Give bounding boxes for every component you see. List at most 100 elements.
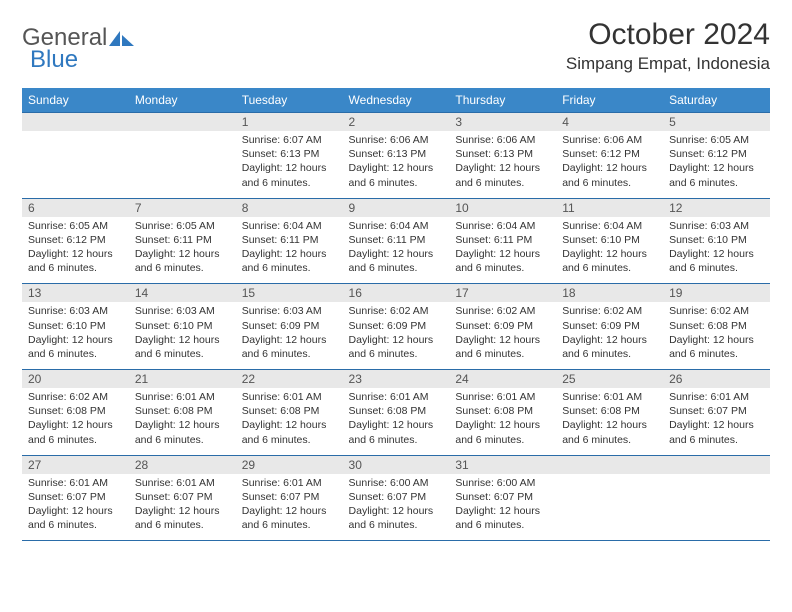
day-cell: 23Sunrise: 6:01 AMSunset: 6:08 PMDayligh… <box>343 370 450 456</box>
day-cell: 24Sunrise: 6:01 AMSunset: 6:08 PMDayligh… <box>449 370 556 456</box>
day-details: Sunrise: 6:02 AMSunset: 6:08 PMDaylight:… <box>22 388 129 455</box>
day-number: 5 <box>663 113 770 131</box>
day-cell: 31Sunrise: 6:00 AMSunset: 6:07 PMDayligh… <box>449 455 556 541</box>
day-cell: 1Sunrise: 6:07 AMSunset: 6:13 PMDaylight… <box>236 113 343 199</box>
day-cell: 27Sunrise: 6:01 AMSunset: 6:07 PMDayligh… <box>22 455 129 541</box>
day-number: 4 <box>556 113 663 131</box>
day-cell: 13Sunrise: 6:03 AMSunset: 6:10 PMDayligh… <box>22 284 129 370</box>
day-cell: 18Sunrise: 6:02 AMSunset: 6:09 PMDayligh… <box>556 284 663 370</box>
day-cell: 14Sunrise: 6:03 AMSunset: 6:10 PMDayligh… <box>129 284 236 370</box>
day-cell: . <box>22 113 129 199</box>
day-number: 6 <box>22 199 129 217</box>
day-cell: . <box>556 455 663 541</box>
day-details: Sunrise: 6:01 AMSunset: 6:07 PMDaylight:… <box>22 474 129 541</box>
day-cell: 7Sunrise: 6:05 AMSunset: 6:11 PMDaylight… <box>129 198 236 284</box>
day-details: Sunrise: 6:01 AMSunset: 6:08 PMDaylight:… <box>556 388 663 455</box>
day-details: Sunrise: 6:05 AMSunset: 6:12 PMDaylight:… <box>22 217 129 284</box>
day-cell: 22Sunrise: 6:01 AMSunset: 6:08 PMDayligh… <box>236 370 343 456</box>
day-cell: 19Sunrise: 6:02 AMSunset: 6:08 PMDayligh… <box>663 284 770 370</box>
day-cell: 15Sunrise: 6:03 AMSunset: 6:09 PMDayligh… <box>236 284 343 370</box>
day-details: Sunrise: 6:01 AMSunset: 6:07 PMDaylight:… <box>236 474 343 541</box>
day-header: Saturday <box>663 88 770 113</box>
header: General October 2024 Simpang Empat, Indo… <box>22 18 770 74</box>
logo-word-2: Blue <box>30 46 78 74</box>
day-cell: . <box>663 455 770 541</box>
day-header: Monday <box>129 88 236 113</box>
day-details: Sunrise: 6:06 AMSunset: 6:13 PMDaylight:… <box>449 131 556 198</box>
day-cell: 30Sunrise: 6:00 AMSunset: 6:07 PMDayligh… <box>343 455 450 541</box>
day-number: 17 <box>449 284 556 302</box>
day-details: Sunrise: 6:03 AMSunset: 6:09 PMDaylight:… <box>236 302 343 369</box>
day-cell: 6Sunrise: 6:05 AMSunset: 6:12 PMDaylight… <box>22 198 129 284</box>
day-details: Sunrise: 6:03 AMSunset: 6:10 PMDaylight:… <box>22 302 129 369</box>
day-details: Sunrise: 6:02 AMSunset: 6:08 PMDaylight:… <box>663 302 770 369</box>
day-details: Sunrise: 6:02 AMSunset: 6:09 PMDaylight:… <box>343 302 450 369</box>
day-details: Sunrise: 6:06 AMSunset: 6:13 PMDaylight:… <box>343 131 450 198</box>
day-cell: 28Sunrise: 6:01 AMSunset: 6:07 PMDayligh… <box>129 455 236 541</box>
month-title: October 2024 <box>566 18 770 52</box>
day-cell: 12Sunrise: 6:03 AMSunset: 6:10 PMDayligh… <box>663 198 770 284</box>
day-header: Thursday <box>449 88 556 113</box>
day-details: Sunrise: 6:04 AMSunset: 6:11 PMDaylight:… <box>343 217 450 284</box>
day-number: 8 <box>236 199 343 217</box>
day-header: Friday <box>556 88 663 113</box>
day-number: 9 <box>343 199 450 217</box>
day-details: Sunrise: 6:01 AMSunset: 6:08 PMDaylight:… <box>343 388 450 455</box>
day-number: 15 <box>236 284 343 302</box>
day-number: 24 <box>449 370 556 388</box>
day-cell: 25Sunrise: 6:01 AMSunset: 6:08 PMDayligh… <box>556 370 663 456</box>
week-row: 20Sunrise: 6:02 AMSunset: 6:08 PMDayligh… <box>22 370 770 456</box>
day-header-row: Sunday Monday Tuesday Wednesday Thursday… <box>22 88 770 113</box>
day-number: 25 <box>556 370 663 388</box>
day-number: 12 <box>663 199 770 217</box>
day-number: 27 <box>22 456 129 474</box>
day-number: 23 <box>343 370 450 388</box>
day-details: Sunrise: 6:01 AMSunset: 6:07 PMDaylight:… <box>129 474 236 541</box>
day-number: 30 <box>343 456 450 474</box>
day-number: 22 <box>236 370 343 388</box>
day-details: Sunrise: 6:03 AMSunset: 6:10 PMDaylight:… <box>129 302 236 369</box>
day-number: 19 <box>663 284 770 302</box>
week-row: 13Sunrise: 6:03 AMSunset: 6:10 PMDayligh… <box>22 284 770 370</box>
day-number: 10 <box>449 199 556 217</box>
day-details: Sunrise: 6:07 AMSunset: 6:13 PMDaylight:… <box>236 131 343 198</box>
day-cell: 10Sunrise: 6:04 AMSunset: 6:11 PMDayligh… <box>449 198 556 284</box>
day-cell: 3Sunrise: 6:06 AMSunset: 6:13 PMDaylight… <box>449 113 556 199</box>
day-cell: 29Sunrise: 6:01 AMSunset: 6:07 PMDayligh… <box>236 455 343 541</box>
calendar-table: Sunday Monday Tuesday Wednesday Thursday… <box>22 88 770 541</box>
day-number: 18 <box>556 284 663 302</box>
day-cell: 20Sunrise: 6:02 AMSunset: 6:08 PMDayligh… <box>22 370 129 456</box>
day-details: Sunrise: 6:06 AMSunset: 6:12 PMDaylight:… <box>556 131 663 198</box>
day-header: Tuesday <box>236 88 343 113</box>
day-number: 29 <box>236 456 343 474</box>
day-number: 11 <box>556 199 663 217</box>
day-number: 3 <box>449 113 556 131</box>
day-details: Sunrise: 6:00 AMSunset: 6:07 PMDaylight:… <box>343 474 450 541</box>
day-cell: 11Sunrise: 6:04 AMSunset: 6:10 PMDayligh… <box>556 198 663 284</box>
day-cell: 4Sunrise: 6:06 AMSunset: 6:12 PMDaylight… <box>556 113 663 199</box>
day-number: 20 <box>22 370 129 388</box>
day-cell: 8Sunrise: 6:04 AMSunset: 6:11 PMDaylight… <box>236 198 343 284</box>
day-details: Sunrise: 6:02 AMSunset: 6:09 PMDaylight:… <box>449 302 556 369</box>
day-cell: 26Sunrise: 6:01 AMSunset: 6:07 PMDayligh… <box>663 370 770 456</box>
day-number: 14 <box>129 284 236 302</box>
logo-sail-icon <box>109 29 135 47</box>
day-number: 26 <box>663 370 770 388</box>
day-number: 28 <box>129 456 236 474</box>
day-cell: 17Sunrise: 6:02 AMSunset: 6:09 PMDayligh… <box>449 284 556 370</box>
day-number: 13 <box>22 284 129 302</box>
day-number: 7 <box>129 199 236 217</box>
day-details: Sunrise: 6:02 AMSunset: 6:09 PMDaylight:… <box>556 302 663 369</box>
day-number: 21 <box>129 370 236 388</box>
week-row: 27Sunrise: 6:01 AMSunset: 6:07 PMDayligh… <box>22 455 770 541</box>
day-details: Sunrise: 6:01 AMSunset: 6:07 PMDaylight:… <box>663 388 770 455</box>
day-details: Sunrise: 6:01 AMSunset: 6:08 PMDaylight:… <box>236 388 343 455</box>
week-row: 6Sunrise: 6:05 AMSunset: 6:12 PMDaylight… <box>22 198 770 284</box>
location: Simpang Empat, Indonesia <box>566 54 770 74</box>
day-header: Wednesday <box>343 88 450 113</box>
day-cell: . <box>129 113 236 199</box>
day-cell: 9Sunrise: 6:04 AMSunset: 6:11 PMDaylight… <box>343 198 450 284</box>
day-cell: 5Sunrise: 6:05 AMSunset: 6:12 PMDaylight… <box>663 113 770 199</box>
day-cell: 21Sunrise: 6:01 AMSunset: 6:08 PMDayligh… <box>129 370 236 456</box>
day-details: Sunrise: 6:01 AMSunset: 6:08 PMDaylight:… <box>129 388 236 455</box>
